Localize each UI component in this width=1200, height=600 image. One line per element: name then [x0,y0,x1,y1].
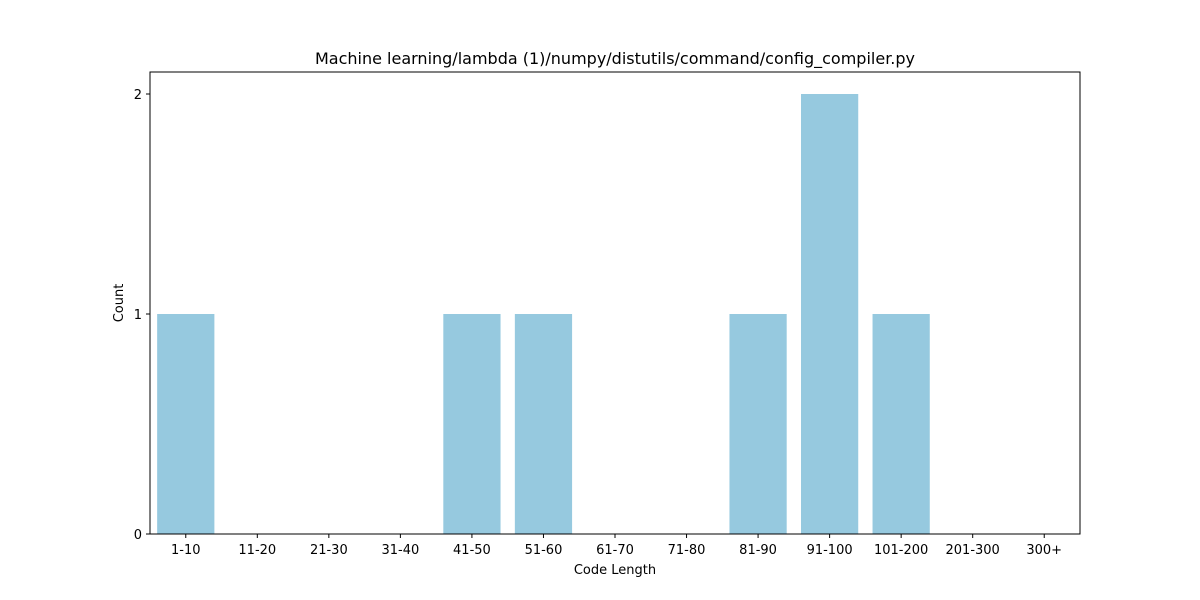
x-tick-label: 31-40 [381,543,419,558]
bar-1-10 [157,314,215,534]
y-tick-label: 0 [134,528,142,543]
x-tick-label: 11-20 [238,543,276,558]
bar-81-90 [729,314,787,534]
x-tick-label: 101-200 [874,543,928,558]
x-tick-label: 91-100 [807,543,853,558]
x-tick-label: 81-90 [739,543,777,558]
x-tick-label: 51-60 [525,543,563,558]
bar-91-100 [801,94,859,534]
x-tick-label: 61-70 [596,543,634,558]
x-ticks-group: 1-10 11-20 21-30 31-40 41-50 51-60 61-70 71-80 8… [171,534,1062,558]
x-tick-label: 1-10 [171,543,201,558]
bar-101-200 [872,314,930,534]
chart-title: Machine learning/lambda (1)/numpy/distut… [315,49,915,69]
y-tick-label: 1 [134,308,142,323]
y-axis-label: Count [112,284,127,323]
y-tick-label: 2 [134,88,142,103]
bars-group [157,94,930,534]
x-tick-label: 201-300 [946,543,1000,558]
x-tick-label: 41-50 [453,543,491,558]
y-ticks-group: 0 1 2 [134,88,150,543]
x-tick-label: 300+ [1026,543,1062,558]
x-tick-label: 21-30 [310,543,348,558]
x-axis-label: Code Length [574,563,656,578]
bar-51-60 [514,314,573,534]
bar-41-50 [443,314,501,534]
x-tick-label: 71-80 [668,543,706,558]
